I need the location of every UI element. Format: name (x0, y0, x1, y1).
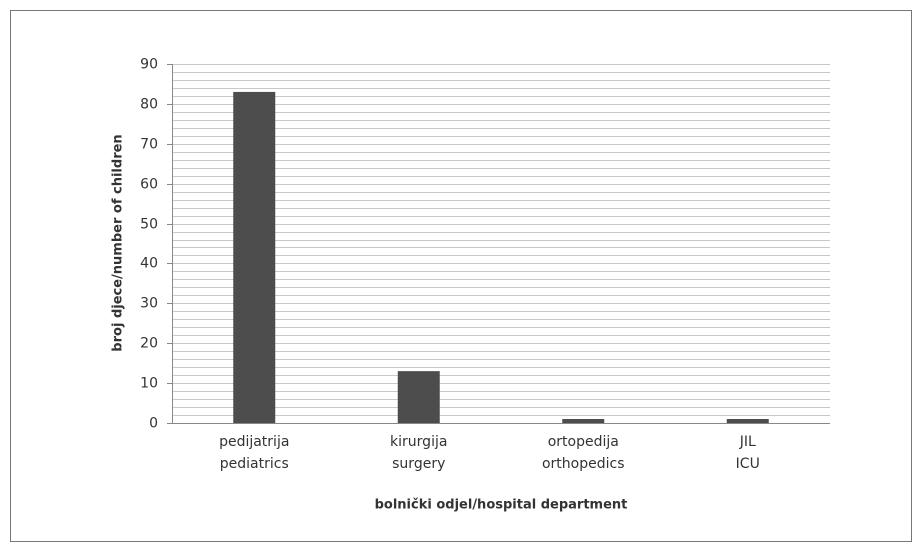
y-tick-label: 20 (140, 336, 158, 352)
x-axis-label: bolnički odjel/hospital department (375, 498, 628, 513)
y-axis-label: broj djece/number of children (111, 134, 126, 351)
x-tick-label: ortopedija (548, 434, 619, 450)
y-tick-label: 50 (140, 217, 158, 233)
bar (562, 419, 605, 423)
y-tick-label: 80 (140, 97, 158, 113)
frame (10, 10, 912, 542)
y-tick-label: 40 (140, 256, 158, 272)
y-tick-label: 0 (149, 416, 158, 432)
x-tick-label: pedijatrija (219, 434, 289, 450)
x-tick-label: surgery (392, 456, 445, 472)
x-tick-label: kirurgija (390, 434, 447, 450)
x-tick-label: JIL (739, 434, 756, 450)
y-tick-label: 10 (140, 376, 158, 392)
x-tick-label: orthopedics (542, 456, 625, 472)
bar (233, 91, 276, 423)
bar (726, 419, 769, 423)
y-tick-label: 30 (140, 296, 158, 312)
bar (397, 371, 440, 423)
x-tick-label: ICU (736, 456, 760, 472)
x-tick-label: pediatrics (220, 456, 289, 472)
y-tick-label: 90 (140, 57, 158, 73)
y-tick-label: 60 (140, 177, 158, 193)
y-tick-label: 70 (140, 137, 158, 153)
